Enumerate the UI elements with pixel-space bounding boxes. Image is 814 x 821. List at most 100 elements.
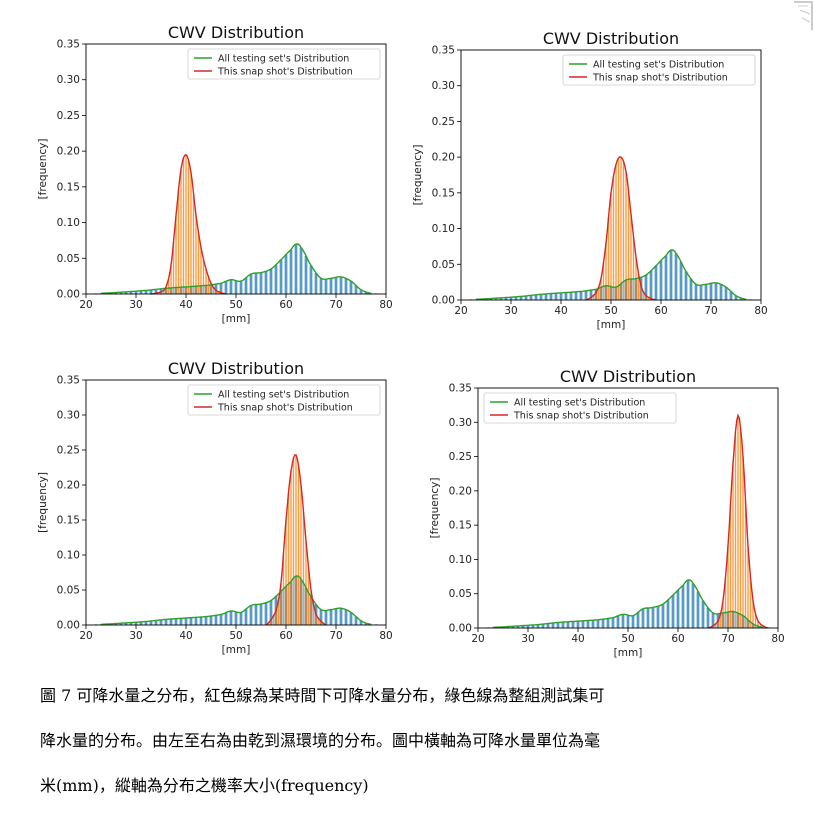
hist-bar-all [139, 290, 143, 294]
legend-box [187, 48, 381, 80]
plot-frame [85, 43, 387, 295]
hist-bar-snap [210, 283, 212, 294]
y-axis-label: [frequency] [37, 472, 49, 533]
hist-bar-all [699, 285, 703, 300]
hist-bar-all [706, 607, 710, 628]
y-tick-label: 0.05 [57, 253, 80, 265]
hist-bar-all [129, 291, 133, 294]
hist-bar-all [344, 609, 348, 625]
hist-bar-all [694, 284, 698, 300]
hist-bar-all [264, 271, 268, 294]
hist-bar-all [334, 277, 338, 294]
hist-bar-snap [315, 614, 317, 625]
hist-bar-all [696, 591, 700, 628]
hist-bar-all [229, 611, 233, 625]
hist-bar-all [689, 278, 693, 300]
legend-label: This snap shot's Distribution [217, 403, 353, 414]
hist-bar-all [219, 283, 223, 294]
x-tick-label: 40 [179, 630, 192, 642]
y-tick-label: 0.35 [449, 383, 472, 395]
hist-bar-all [711, 612, 715, 628]
hist-bar-all [664, 255, 668, 300]
y-axis-label: [frequency] [412, 145, 424, 206]
chart-svg: CWV Distribution 20 30 40 50 60 70 80 0.00 0.05 0.… [37, 23, 393, 325]
y-tick-label: 0.00 [432, 295, 455, 307]
y-tick-label: 0.35 [432, 45, 455, 57]
hist-bar-all [304, 255, 308, 294]
hist-bar-snap [727, 545, 729, 628]
hist-bar-all [249, 274, 253, 294]
hist-bar-snap [272, 615, 275, 625]
hist-bar-snap [167, 278, 170, 294]
hist-bar-all [681, 585, 685, 628]
hist-bar-snap [162, 290, 165, 294]
hist-bar-all [284, 254, 288, 294]
legend-label: All testing set's Distribution [593, 60, 724, 71]
hist-bar-all [354, 285, 358, 294]
hist-bar-all [174, 618, 178, 625]
hist-bar-snap [759, 623, 762, 628]
hist-bar-snap [637, 273, 640, 300]
hist-bar-all [134, 622, 138, 625]
hist-bar-all [114, 292, 118, 294]
x-axis-label: [mm] [614, 647, 643, 659]
hist-bar-snap [175, 215, 177, 294]
hist-bar-all [584, 290, 588, 300]
hist-bar-all [259, 272, 263, 294]
y-tick-label: 0.30 [449, 417, 472, 429]
hist-bar-snap [645, 295, 647, 300]
hist-bar-all [124, 622, 128, 625]
y-tick-label: 0.20 [432, 152, 455, 164]
hist-bar-all [549, 293, 553, 300]
caption-line-2: 降水量的分布。由左至右為由乾到濕環境的分布。圖中橫軸為可降水量單位為毫 [40, 731, 601, 750]
hist-bar-all [334, 608, 338, 625]
hist-bar-all [661, 604, 665, 628]
hist-bar-all [511, 626, 515, 628]
hist-bar-all [214, 284, 218, 294]
hist-bar-all [339, 608, 343, 625]
hist-bar-snap [600, 278, 602, 300]
chart-4: CWV Distribution 20 30 40 50 60 70 80 0.00 0.05 0.… [422, 366, 792, 666]
hist-bar-all [149, 621, 153, 625]
hist-bar-all [616, 615, 620, 628]
y-tick-label: 0.25 [449, 451, 472, 463]
series-line-snap [585, 156, 657, 301]
hist-bar-snap [747, 545, 749, 628]
hist-bar-snap [642, 292, 645, 300]
hist-bar-all [649, 270, 653, 300]
y-tick-label: 0.30 [57, 410, 80, 422]
y-tick-label: 0.15 [449, 520, 472, 532]
hist-bar-all [179, 618, 183, 625]
chart-title: CWV Distribution [560, 367, 696, 386]
hist-bar-all [544, 293, 548, 300]
hist-bar-all [574, 291, 578, 300]
x-tick-label: 30 [129, 630, 142, 642]
hist-bar-all [724, 287, 728, 300]
series-line-all [100, 243, 372, 294]
hist-bar-all [734, 295, 738, 300]
hist-bar-all [519, 296, 523, 300]
hist-bar-all [229, 279, 233, 294]
hist-bar-all [254, 273, 258, 294]
x-tick-label: 20 [79, 630, 92, 642]
hist-bar-all [526, 625, 530, 628]
hist-bar-all [504, 297, 508, 300]
hist-bar-all [686, 580, 690, 628]
caption-line-1: 圖 7 可降水量之分布，紅色線為某時間下可降水量分布，綠色線為整組測試集可 [40, 686, 605, 705]
hist-bar-all [259, 604, 263, 625]
hist-bar-snap [317, 618, 320, 625]
figure-caption: 圖 7 可降水量之分布，紅色線為某時間下可降水量分布，綠色線為整組測試集可 降水… [40, 680, 810, 815]
hist-bar-all [676, 590, 680, 628]
x-tick-label: 50 [229, 299, 242, 311]
legend-label: This snap shot's Distribution [592, 73, 728, 84]
hist-bar-all [224, 281, 228, 294]
x-tick-label: 20 [471, 633, 484, 645]
hist-bar-snap [160, 291, 162, 294]
hist-bar-all [739, 298, 743, 300]
series-line-snap [265, 454, 327, 626]
hist-bar-all [489, 298, 493, 300]
y-tick-label: 0.10 [432, 223, 455, 235]
y-tick-label: 0.15 [57, 515, 80, 527]
hist-bar-snap [605, 242, 607, 300]
hist-bar-all [636, 612, 640, 628]
